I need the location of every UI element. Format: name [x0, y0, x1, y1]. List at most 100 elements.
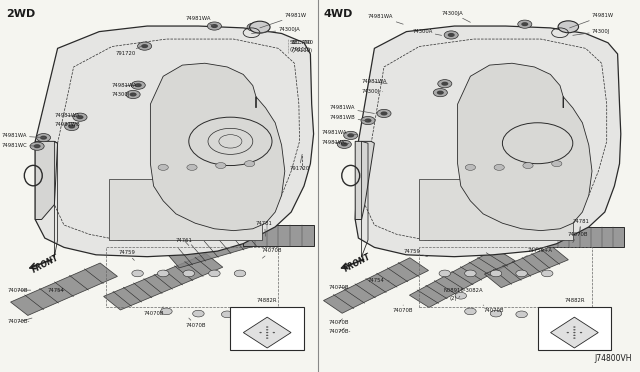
Polygon shape	[355, 141, 374, 219]
Text: 791720: 791720	[115, 46, 141, 57]
Text: 74070B: 74070B	[186, 318, 206, 328]
Circle shape	[455, 292, 467, 299]
Circle shape	[448, 33, 454, 37]
Circle shape	[247, 23, 261, 31]
Text: 74981WA: 74981WA	[1, 133, 45, 138]
Circle shape	[561, 23, 575, 31]
Text: SEC.790: SEC.790	[292, 40, 314, 45]
Text: 74759+A: 74759+A	[525, 248, 553, 257]
Text: 74070B: 74070B	[328, 319, 349, 326]
Circle shape	[433, 89, 447, 97]
Circle shape	[129, 93, 137, 97]
Circle shape	[573, 337, 575, 339]
Circle shape	[266, 329, 268, 330]
Circle shape	[141, 44, 148, 48]
Circle shape	[580, 332, 582, 333]
Text: 74070B: 74070B	[8, 288, 31, 293]
Polygon shape	[355, 26, 621, 257]
Circle shape	[65, 122, 79, 131]
Text: 74981WA: 74981WA	[112, 83, 138, 88]
Polygon shape	[166, 227, 269, 268]
Text: 74300J: 74300J	[573, 29, 611, 35]
Circle shape	[193, 310, 204, 317]
Text: 74759: 74759	[119, 250, 136, 260]
Text: 74981WB: 74981WB	[330, 115, 368, 121]
Text: 74981WC: 74981WC	[321, 140, 349, 145]
Text: 2WD: 2WD	[6, 9, 36, 19]
Circle shape	[442, 82, 448, 86]
Circle shape	[558, 21, 579, 33]
Text: 74070B: 74070B	[483, 305, 504, 313]
Circle shape	[465, 164, 476, 170]
Circle shape	[564, 25, 572, 29]
Text: 74981WB: 74981WB	[54, 122, 80, 127]
Polygon shape	[150, 63, 285, 231]
Polygon shape	[35, 141, 58, 219]
Circle shape	[138, 42, 152, 50]
Text: 74300A: 74300A	[412, 29, 442, 35]
Text: (79110): (79110)	[292, 48, 313, 53]
Circle shape	[365, 118, 371, 123]
Circle shape	[216, 163, 226, 169]
Polygon shape	[547, 227, 624, 247]
Text: 4WD: 4WD	[323, 9, 353, 19]
Text: SEC.790: SEC.790	[289, 40, 311, 45]
Circle shape	[161, 308, 172, 315]
Text: 74882R: 74882R	[564, 298, 585, 303]
Text: 74981WA: 74981WA	[321, 129, 357, 135]
Text: 74882R: 74882R	[257, 298, 278, 303]
Circle shape	[40, 136, 47, 140]
Text: 74300J: 74300J	[112, 92, 134, 97]
Circle shape	[361, 116, 375, 125]
Circle shape	[259, 332, 262, 333]
Circle shape	[490, 310, 502, 317]
Circle shape	[573, 335, 575, 336]
Circle shape	[516, 270, 527, 277]
Circle shape	[573, 329, 575, 330]
Bar	[538, 307, 611, 350]
Circle shape	[34, 144, 41, 148]
Text: 74981W: 74981W	[260, 13, 307, 28]
Text: 74761: 74761	[176, 238, 193, 246]
Bar	[230, 307, 304, 350]
Circle shape	[158, 164, 168, 170]
Polygon shape	[104, 254, 223, 310]
Text: 74300JA: 74300JA	[442, 10, 470, 22]
Polygon shape	[458, 63, 592, 231]
Text: 74300JA: 74300JA	[252, 27, 300, 33]
Circle shape	[465, 270, 476, 277]
Text: J74800VH: J74800VH	[595, 354, 632, 363]
Polygon shape	[419, 179, 573, 240]
Circle shape	[187, 164, 197, 170]
Text: 74070B: 74070B	[568, 232, 588, 243]
Circle shape	[516, 311, 527, 318]
Circle shape	[157, 270, 169, 277]
Circle shape	[521, 22, 528, 26]
Circle shape	[541, 270, 553, 277]
Circle shape	[131, 81, 145, 89]
Circle shape	[207, 22, 221, 30]
Circle shape	[552, 161, 562, 167]
Text: (2): (2)	[449, 296, 457, 301]
Circle shape	[250, 21, 270, 33]
Circle shape	[266, 332, 268, 333]
Circle shape	[209, 270, 220, 277]
Text: 74070B: 74070B	[392, 305, 413, 313]
Text: 74981WA: 74981WA	[368, 14, 403, 24]
Circle shape	[490, 270, 502, 277]
Circle shape	[266, 337, 268, 339]
Circle shape	[211, 24, 218, 28]
Circle shape	[132, 270, 143, 277]
Text: 74300J: 74300J	[362, 89, 383, 94]
Circle shape	[126, 90, 140, 99]
Text: 791720: 791720	[289, 154, 310, 171]
Polygon shape	[550, 317, 598, 348]
Text: 74781: 74781	[256, 221, 273, 236]
Circle shape	[380, 112, 388, 115]
Text: 74981WA: 74981WA	[186, 16, 214, 26]
Circle shape	[77, 115, 83, 119]
Text: 74759: 74759	[403, 248, 428, 257]
Circle shape	[573, 332, 575, 333]
Circle shape	[344, 131, 358, 140]
Circle shape	[135, 83, 142, 87]
